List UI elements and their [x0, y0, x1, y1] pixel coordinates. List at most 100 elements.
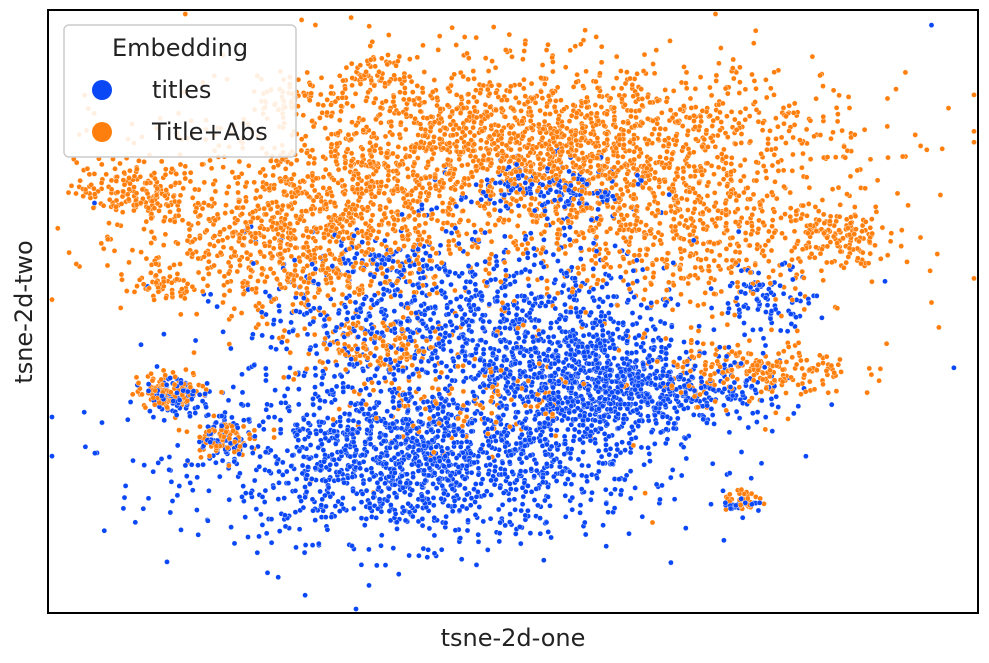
- data-point-title-abs: [706, 263, 712, 270]
- data-point-title-abs: [91, 191, 98, 197]
- data-point-titles: [624, 328, 631, 334]
- data-point-titles: [503, 357, 510, 363]
- data-point-titles: [486, 318, 493, 325]
- data-point-titles: [350, 268, 356, 275]
- data-point-title-abs: [230, 229, 237, 236]
- data-point-titles: [637, 314, 643, 321]
- data-point-titles: [681, 339, 687, 345]
- data-point-title-abs: [160, 283, 167, 290]
- data-point-title-abs: [746, 337, 753, 344]
- data-point-title-abs: [361, 381, 368, 387]
- data-point-title-abs: [544, 285, 551, 292]
- data-point-title-abs: [319, 110, 326, 116]
- data-point-title-abs: [567, 212, 573, 218]
- data-point-title-abs: [720, 166, 727, 172]
- data-point-title-abs: [678, 213, 685, 220]
- data-point-titles: [391, 308, 398, 314]
- data-point-titles: [312, 342, 319, 349]
- data-point-title-abs: [760, 163, 767, 169]
- data-point-title-abs: [537, 107, 543, 114]
- data-point-titles: [469, 352, 475, 359]
- data-point-title-abs: [284, 338, 291, 344]
- data-point-titles: [520, 493, 527, 500]
- data-point-titles: [530, 338, 537, 345]
- data-point-title-abs: [800, 150, 806, 157]
- data-point-title-abs: [406, 212, 413, 219]
- data-point-titles: [342, 447, 349, 453]
- data-point-title-abs: [838, 369, 844, 375]
- data-point-titles: [390, 371, 397, 378]
- data-point-titles: [378, 388, 384, 395]
- data-point-titles: [192, 410, 199, 416]
- data-point-titles: [424, 369, 431, 376]
- data-point-title-abs: [524, 144, 530, 151]
- data-point-title-abs: [317, 91, 324, 98]
- data-point-titles: [471, 302, 477, 309]
- data-point-title-abs: [168, 183, 174, 190]
- data-point-titles: [472, 410, 478, 417]
- data-point-title-abs: [239, 279, 246, 286]
- data-point-titles: [595, 303, 602, 310]
- data-point-title-abs: [435, 47, 442, 53]
- data-point-title-abs: [971, 139, 977, 145]
- data-point-titles: [537, 530, 544, 537]
- data-point-titles: [245, 534, 251, 540]
- data-point-title-abs: [229, 169, 236, 175]
- data-point-title-abs: [904, 259, 910, 265]
- data-point-title-abs: [225, 270, 232, 277]
- data-point-titles: [418, 411, 424, 418]
- data-point-title-abs: [341, 153, 348, 160]
- data-point-titles: [458, 556, 465, 563]
- data-point-title-abs: [522, 93, 529, 99]
- data-point-title-abs: [408, 310, 415, 316]
- data-point-titles: [775, 404, 782, 410]
- data-point-titles: [378, 532, 385, 539]
- data-point-title-abs: [736, 120, 742, 127]
- data-point-titles: [668, 337, 674, 343]
- data-point-title-abs: [304, 69, 311, 76]
- data-point-title-abs: [817, 132, 824, 138]
- data-point-title-abs: [582, 27, 588, 34]
- data-point-title-abs: [399, 233, 406, 239]
- data-point-title-abs: [311, 294, 318, 301]
- data-point-title-abs: [407, 270, 413, 277]
- data-point-title-abs: [803, 357, 810, 364]
- data-point-title-abs: [463, 230, 470, 237]
- data-point-title-abs: [333, 158, 339, 165]
- data-point-titles: [449, 508, 456, 515]
- data-point-title-abs: [212, 217, 218, 224]
- data-point-title-abs: [573, 229, 579, 235]
- data-point-titles: [603, 280, 610, 287]
- data-point-title-abs: [264, 273, 270, 280]
- data-point-titles: [486, 455, 492, 461]
- data-point-titles: [219, 457, 226, 464]
- data-point-titles: [475, 471, 482, 478]
- data-point-title-abs: [883, 340, 890, 347]
- data-point-title-abs: [350, 320, 356, 327]
- data-point-title-abs: [340, 236, 347, 242]
- data-point-title-abs: [584, 277, 591, 284]
- data-point-title-abs: [598, 43, 605, 50]
- data-point-titles: [343, 316, 350, 323]
- data-point-titles: [138, 341, 144, 348]
- data-point-title-abs: [642, 286, 648, 293]
- data-point-title-abs: [602, 240, 609, 247]
- data-point-titles: [780, 290, 787, 297]
- data-point-titles: [633, 357, 640, 364]
- data-point-title-abs: [353, 244, 360, 251]
- data-point-titles: [257, 453, 263, 460]
- data-point-titles: [312, 517, 319, 523]
- data-point-titles: [663, 362, 669, 368]
- data-point-titles: [605, 294, 611, 300]
- data-point-title-abs: [133, 374, 140, 381]
- data-point-title-abs: [247, 238, 254, 245]
- data-point-title-abs: [327, 250, 334, 257]
- data-point-titles: [487, 515, 494, 522]
- data-point-title-abs: [712, 11, 719, 17]
- data-point-titles: [352, 299, 359, 306]
- data-point-titles: [468, 318, 475, 324]
- data-point-titles: [368, 297, 375, 303]
- data-point-titles: [596, 395, 603, 401]
- data-point-titles: [476, 504, 483, 510]
- data-point-title-abs: [321, 341, 327, 347]
